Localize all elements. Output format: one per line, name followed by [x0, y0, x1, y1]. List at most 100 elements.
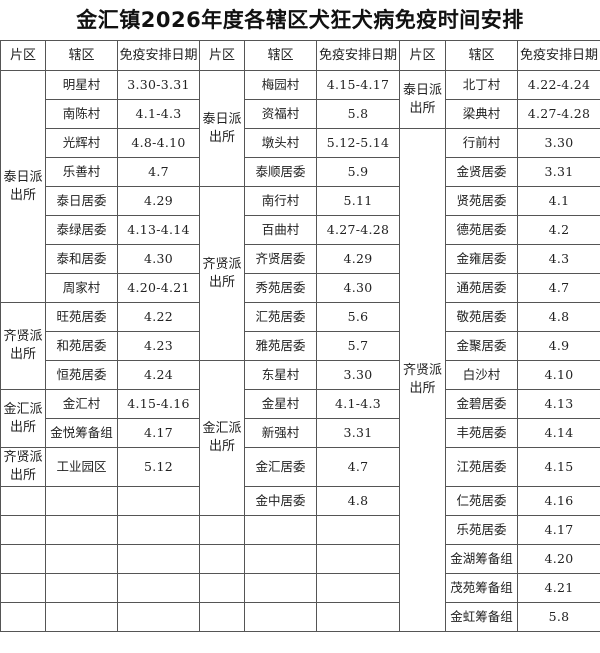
date-cell — [316, 573, 400, 603]
date-cell: 4.9 — [517, 331, 600, 361]
district-cell: 泰日派出所 — [399, 70, 446, 129]
area-cell — [244, 573, 317, 603]
area-cell: 泰日居委 — [45, 186, 118, 216]
district-cell: 齐贤派出所 — [199, 186, 245, 361]
area-cell — [45, 573, 118, 603]
date-cell: 5.12 — [117, 447, 200, 487]
district-cell — [0, 515, 46, 545]
table-row: 光辉村 4.8-4.10 墩头村 5.12-5.14 齐贤派出所 行前村 3.30 — [1, 128, 600, 632]
date-cell: 4.13-4.14 — [117, 215, 200, 245]
date-cell: 4.22 — [117, 302, 200, 332]
area-cell: 乐苑居委 — [445, 515, 518, 545]
date-cell: 4.23 — [117, 331, 200, 361]
area-cell: 仁苑居委 — [445, 486, 518, 516]
area-cell: 资福村 — [244, 99, 317, 129]
table-row: 泰绿居委 4.13-4.14 百曲村 4.27-4.28 德苑居委 4.2 — [1, 215, 600, 245]
date-cell: 5.12-5.14 — [316, 128, 400, 158]
area-cell: 泰顺居委 — [244, 157, 317, 187]
table-row: 金汇派出所 金汇村 4.15-4.16 金星村 4.1-4.3 金碧居委 4.13 — [0, 389, 600, 448]
date-header: 免疫安排日期 — [117, 40, 200, 71]
date-cell: 4.29 — [316, 244, 400, 274]
table-row: 金虹筹备组 5.8 — [0, 602, 600, 632]
date-cell: 4.27-4.28 — [517, 99, 600, 129]
date-cell: 3.31 — [517, 157, 600, 187]
date-cell: 4.2 — [517, 215, 600, 245]
district-cell: 金汇派出所 — [199, 360, 245, 516]
area-cell: 北丁村 — [445, 70, 518, 100]
area-cell: 新强村 — [244, 418, 317, 448]
district-cell — [199, 515, 245, 545]
area-cell: 泰和居委 — [45, 244, 118, 274]
area-cell: 恒苑居委 — [45, 360, 118, 390]
table-row: 金湖筹备组 4.20 — [0, 544, 600, 574]
area-cell: 通苑居委 — [445, 273, 518, 303]
date-cell — [316, 515, 400, 545]
district-header: 片区 — [399, 40, 446, 71]
area-cell: 金虹筹备组 — [445, 602, 518, 632]
date-cell — [316, 602, 400, 632]
district-header: 片区 — [0, 40, 46, 71]
page-title: 金汇镇2026年度各辖区犬狂犬病免疫时间安排 — [76, 8, 524, 32]
date-cell: 4.17 — [517, 515, 600, 545]
table-row: 泰日派出所 明星村 3.30-3.31 泰日派出所 梅园村 4.15-4.17 泰日派出所北… — [0, 70, 600, 303]
date-cell — [117, 573, 200, 603]
table-row: 周家村 4.20-4.21 秀苑居委 4.30 通苑居委 4.7 — [1, 273, 600, 303]
area-header: 辖区 — [45, 40, 118, 71]
date-cell — [117, 602, 200, 632]
date-cell: 4.21 — [517, 573, 600, 603]
area-cell: 江苑居委 — [445, 447, 518, 487]
area-cell: 乐善村 — [45, 157, 118, 187]
area-cell — [45, 544, 118, 574]
area-cell: 南陈村 — [45, 99, 118, 129]
area-cell: 明星村 — [45, 70, 118, 100]
area-cell: 金雍居委 — [445, 244, 518, 274]
area-cell: 汇苑居委 — [244, 302, 317, 332]
area-cell: 金湖筹备组 — [445, 544, 518, 574]
date-cell — [117, 544, 200, 574]
district-cell: 齐贤派出所 — [0, 447, 46, 487]
district-cell: 泰日派出所 — [199, 70, 245, 187]
date-cell: 4.1-4.3 — [117, 99, 200, 129]
district-cell: 金汇派出所 — [0, 389, 46, 448]
date-cell: 4.7 — [117, 157, 200, 187]
area-cell — [45, 486, 118, 516]
area-cell: 旺苑居委 — [45, 302, 118, 332]
district-cell: 齐贤派出所 — [0, 302, 46, 390]
area-cell: 行前村 — [445, 128, 518, 158]
area-header: 辖区 — [244, 40, 317, 71]
date-cell: 4.24 — [117, 360, 200, 390]
area-cell: 白沙村 — [445, 360, 518, 390]
district-header: 片区 — [199, 40, 245, 71]
district-cell — [199, 544, 245, 574]
date-cell: 4.8 — [517, 302, 600, 332]
area-cell: 泰绿居委 — [45, 215, 118, 245]
area-cell: 齐贤居委 — [244, 244, 317, 274]
area-header: 辖区 — [445, 40, 518, 71]
date-cell — [316, 544, 400, 574]
area-cell — [244, 544, 317, 574]
area-cell: 雅苑居委 — [244, 331, 317, 361]
date-cell: 4.10 — [517, 360, 600, 390]
district-cell: 泰日派出所 — [0, 70, 46, 303]
date-cell: 4.27-4.28 — [316, 215, 400, 245]
date-cell: 4.15-4.16 — [117, 389, 200, 419]
table-row: 齐贤派出所 旺苑居委 4.22 汇苑居委 5.6 敬苑居委 4.8 — [0, 302, 600, 390]
area-cell: 南行村 — [244, 186, 317, 216]
area-cell: 金汇村 — [45, 389, 118, 419]
area-cell: 敬苑居委 — [445, 302, 518, 332]
district-cell — [199, 573, 245, 603]
table-row: 和苑居委 4.23 雅苑居委 5.7 金聚居委 4.9 — [1, 331, 600, 361]
area-cell: 和苑居委 — [45, 331, 118, 361]
date-cell — [117, 486, 200, 516]
date-header: 免疫安排日期 — [316, 40, 400, 71]
date-cell: 4.7 — [517, 273, 600, 303]
table-row: 泰日居委 4.29 齐贤派出所 南行村 5.11 贤苑居委 4.1 — [1, 186, 600, 361]
date-cell: 4.17 — [117, 418, 200, 448]
date-cell: 4.30 — [316, 273, 400, 303]
area-cell: 金星村 — [244, 389, 317, 419]
table-row: 茂苑筹备组 4.21 — [0, 573, 600, 603]
area-cell — [45, 602, 118, 632]
header-row: 片区 辖区 免疫安排日期 片区 辖区 免疫安排日期 片区 辖区 免疫安排日期 — [0, 40, 600, 71]
table-row: 南陈村 4.1-4.3 资福村 5.8 梁典村 4.27-4.28 — [1, 99, 600, 129]
date-cell: 3.30-3.31 — [117, 70, 200, 100]
